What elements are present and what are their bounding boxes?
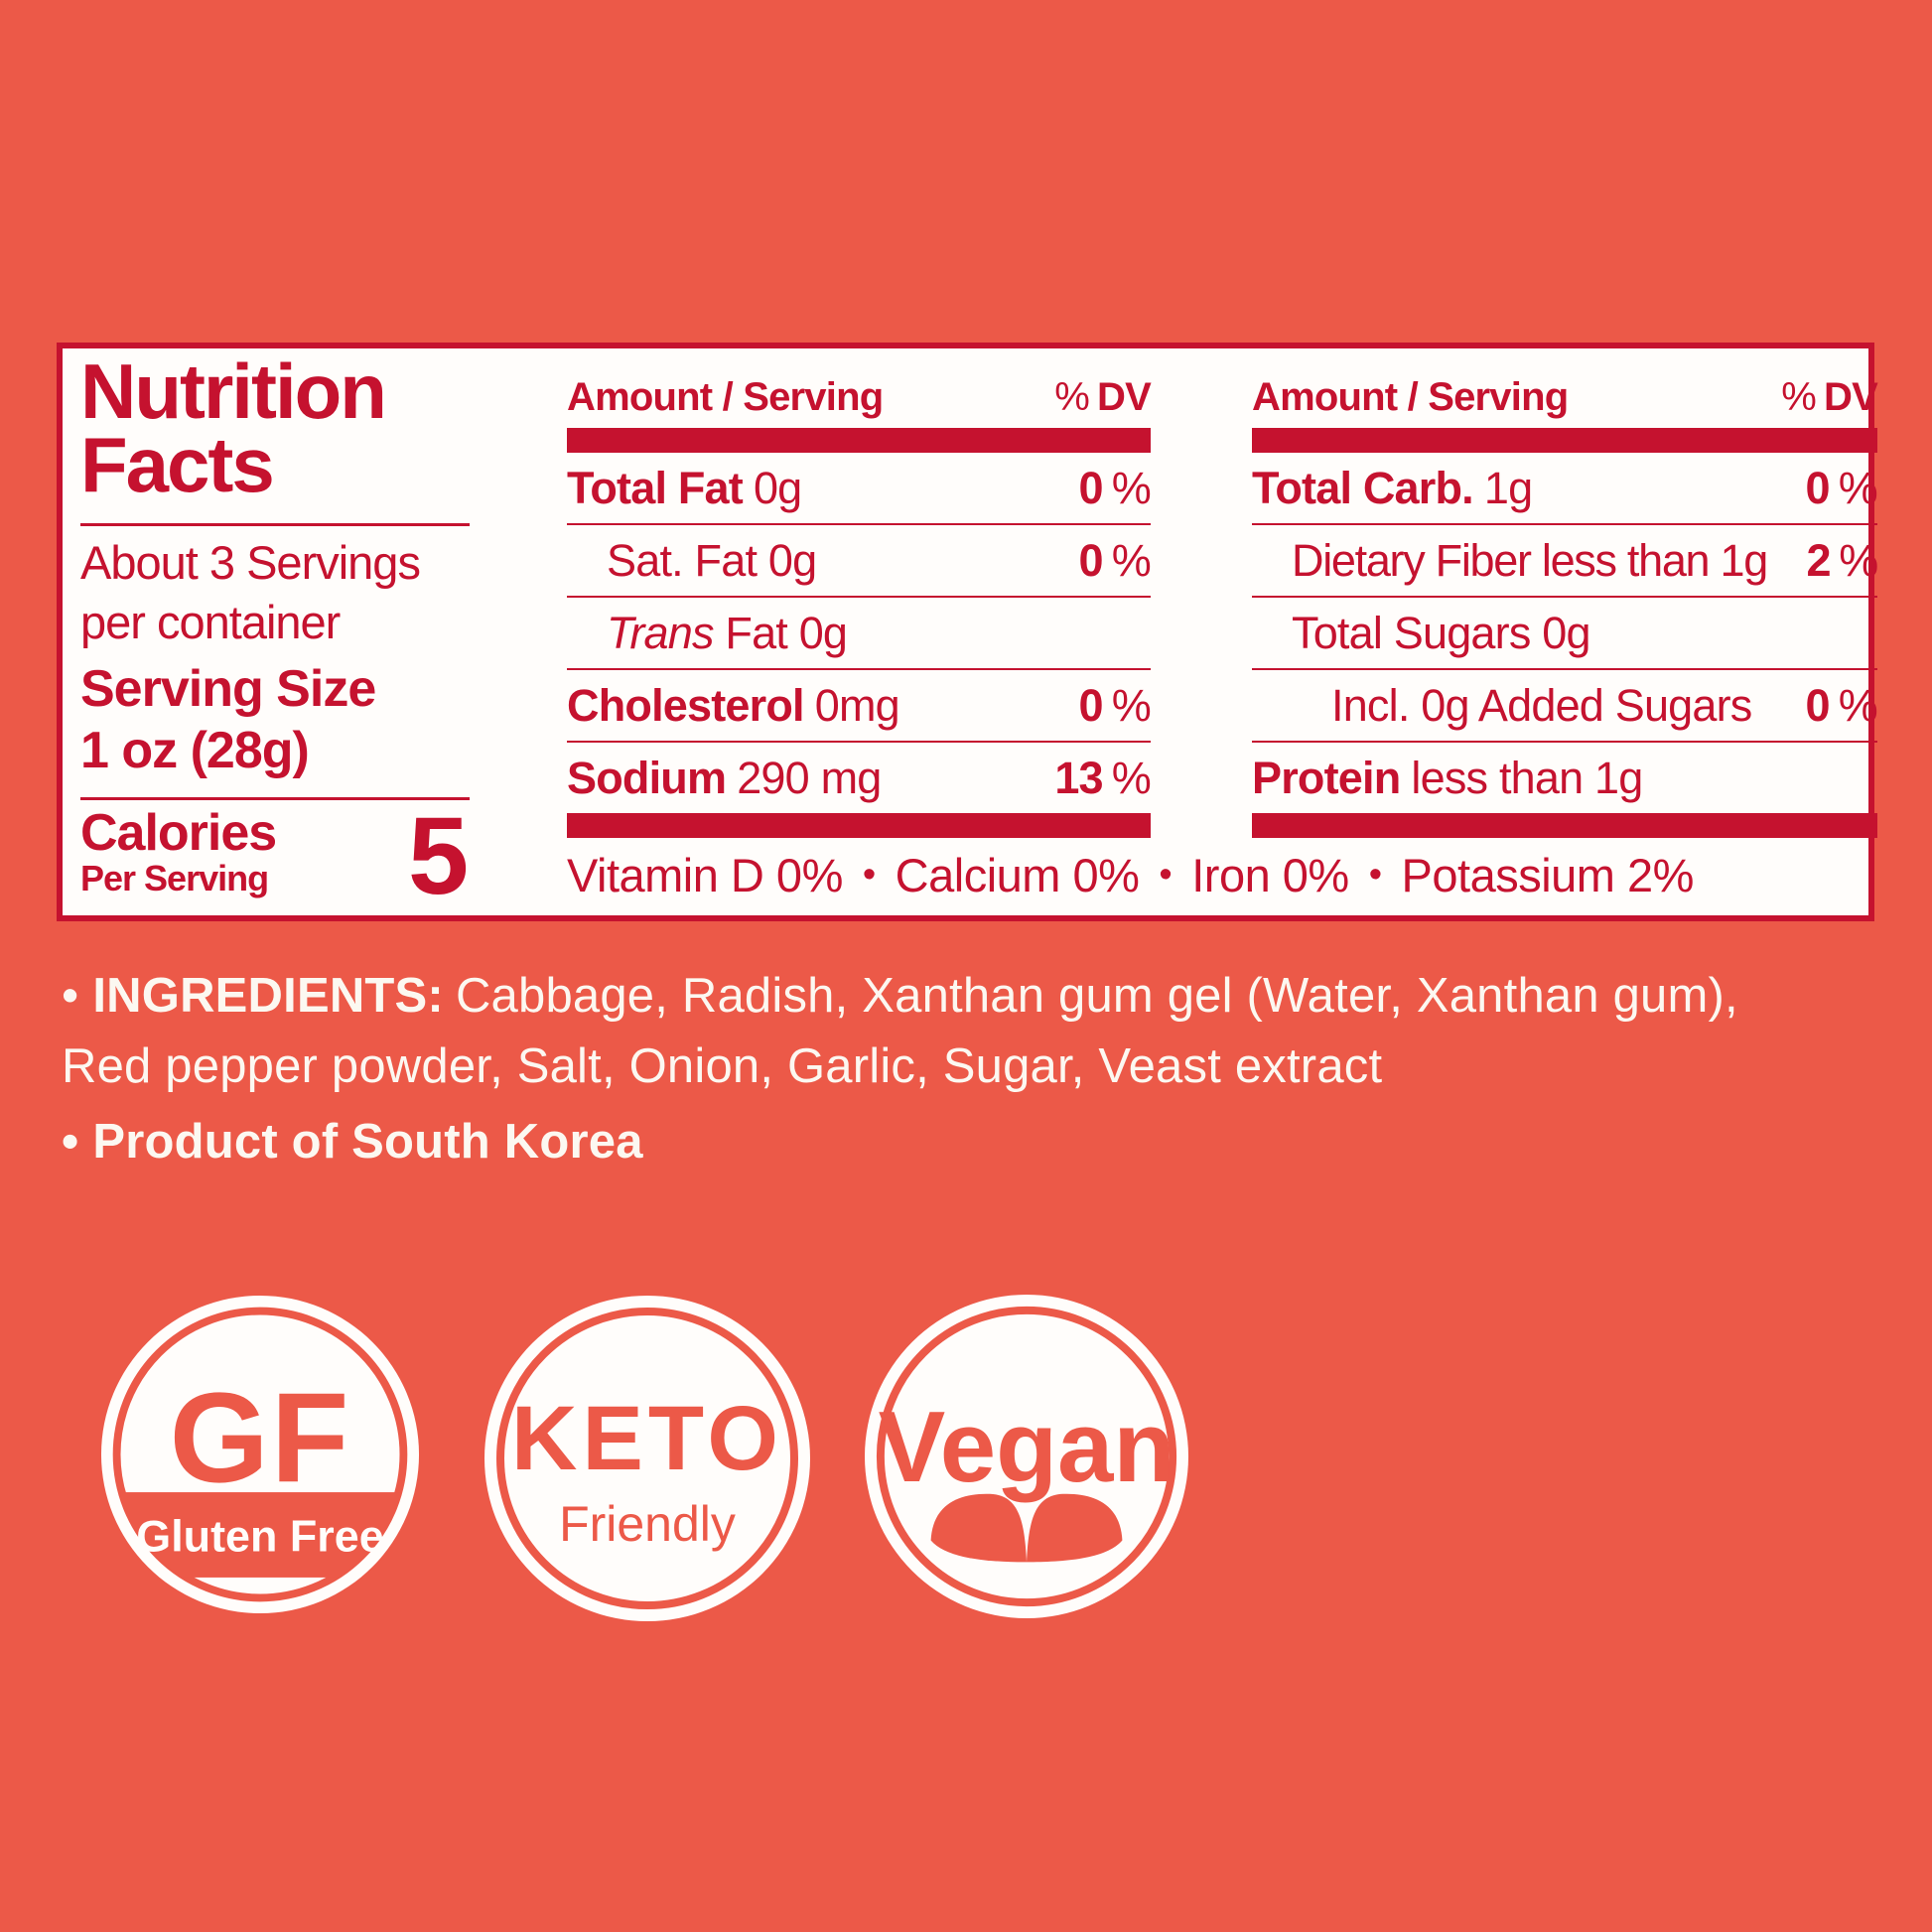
row-trans-fat: Trans Fat 0g — [567, 596, 1151, 668]
ingredients-label: INGREDIENTS: — [92, 969, 444, 1023]
bullet-separator: • — [1368, 854, 1382, 896]
panel-middle-column: Amount / Serving % DV Total Fat 0g 0% Sat.… — [567, 375, 1152, 838]
iron-value: Iron 0% — [1191, 849, 1349, 901]
daily-value: 0% — [1805, 462, 1878, 513]
nutrient-label: Trans Fat 0g — [607, 607, 848, 658]
row-added-sugars: Incl. 0g Added Sugars 0% — [1252, 668, 1878, 741]
micronutrients-line: Vitamin D 0% • Calcium 0% • Iron 0% • Po… — [567, 848, 1863, 902]
serving-size-label: Serving Size — [80, 660, 376, 718]
divider — [80, 523, 470, 526]
nutrient-label: Total Fat 0g — [567, 462, 802, 513]
vegan-badge: Vegan — [864, 1293, 1189, 1620]
nutrient-label: Total Carb. 1g — [1252, 462, 1533, 513]
thick-rule — [1252, 428, 1877, 453]
keto-friendly-text: Friendly — [559, 1496, 736, 1552]
thick-rule — [567, 813, 1151, 838]
nutrient-rows: Total Carb. 1g 0% Dietary Fiber less than… — [1252, 453, 1879, 813]
row-total-carb: Total Carb. 1g 0% — [1252, 453, 1878, 523]
ingredients-line: • INGREDIENTS: Cabbage, Radish, Xanthan gu… — [62, 961, 1799, 1101]
nutrient-rows: Total Fat 0g 0% Sat. Fat 0g 0% Trans Fat … — [567, 453, 1152, 813]
bullet-separator: • — [862, 854, 876, 896]
panel-right-column: Amount / Serving % DV Total Carb. 1g 0% Di… — [1252, 375, 1879, 838]
title-line-2: Facts — [80, 421, 275, 509]
column-header: Amount / Serving % DV — [1252, 375, 1878, 420]
potassium-value: Potassium 2% — [1401, 849, 1695, 901]
row-protein: Protein less than 1g — [1252, 741, 1877, 813]
daily-value: 0% — [1805, 679, 1878, 731]
row-total-sugars: Total Sugars 0g — [1252, 596, 1877, 668]
daily-value: 0% — [1078, 462, 1152, 513]
gluten-free-badge: GF Gluten Free — [100, 1292, 420, 1617]
calories-label: Calories — [80, 804, 277, 862]
panel-left-column: Nutrition Facts About 3 Servings per con… — [80, 347, 487, 917]
thick-rule — [1252, 813, 1877, 838]
title-line-1: Nutrition — [80, 347, 387, 435]
keto-text: KETO — [511, 1388, 783, 1489]
divider — [80, 797, 470, 800]
dv-header: % DV — [1781, 375, 1878, 419]
row-total-fat: Total Fat 0g 0% — [567, 453, 1152, 523]
servings-line-2: per container — [80, 596, 341, 649]
nutrient-label: Incl. 0g Added Sugars — [1331, 679, 1752, 731]
keto-friendly-badge: KETO Friendly — [483, 1291, 811, 1626]
ingredients-text: Cabbage, Radish, Xanthan gum gel (Water,… — [62, 969, 1738, 1093]
bullet: • — [62, 1115, 79, 1170]
gluten-free-text: Gluten Free — [136, 1511, 383, 1562]
daily-value: 0% — [1078, 679, 1152, 731]
bullet-separator: • — [1159, 854, 1173, 896]
amount-serving-header: Amount / Serving — [567, 375, 884, 419]
column-header: Amount / Serving % DV — [567, 375, 1152, 420]
vitamin-d-value: Vitamin D 0% — [567, 849, 843, 901]
serving-size-value: 1 oz (28g) — [80, 722, 310, 780]
vegan-badge-icon: Vegan — [864, 1294, 1189, 1619]
row-sat-fat: Sat. Fat 0g 0% — [567, 523, 1152, 596]
vegan-text: Vegan — [879, 1391, 1175, 1503]
calories-value: 5 — [408, 795, 470, 917]
keto-friendly-badge-icon: KETO Friendly — [484, 1296, 810, 1621]
dv-header: % DV — [1054, 375, 1152, 419]
nutrient-label: Dietary Fiber less than 1g — [1292, 534, 1768, 586]
origin-line: • Product of South Korea — [62, 1107, 1799, 1177]
calories-block: Calories Per Serving — [80, 804, 277, 898]
origin-text: Product of South Korea — [92, 1115, 643, 1170]
gf-abbr-text: GF — [170, 1366, 351, 1509]
daily-value: 13% — [1054, 752, 1151, 803]
daily-value: 2% — [1806, 534, 1879, 586]
calcium-value: Calcium 0% — [895, 849, 1140, 901]
calories-sub-label: Per Serving — [80, 858, 269, 898]
nutrient-label: Total Sugars 0g — [1292, 607, 1591, 658]
servings-line-1: About 3 Servings — [80, 536, 421, 589]
ingredients-section: • INGREDIENTS: Cabbage, Radish, Xanthan gu… — [62, 961, 1799, 1177]
nutrient-label: Protein less than 1g — [1252, 752, 1643, 803]
amount-serving-header: Amount / Serving — [1252, 375, 1569, 419]
vegan-leaves-icon — [930, 1493, 1123, 1563]
serving-size: Serving Size 1 oz (28g) — [80, 658, 376, 782]
row-dietary-fiber: Dietary Fiber less than 1g 2% — [1252, 523, 1879, 596]
gluten-free-badge-icon: GF Gluten Free — [100, 1295, 420, 1614]
nutrient-label: Sodium 290 mg — [567, 752, 882, 803]
nutrient-label: Cholesterol 0mg — [567, 679, 900, 731]
servings-per-container: About 3 Servings per container — [80, 533, 421, 652]
row-cholesterol: Cholesterol 0mg 0% — [567, 668, 1152, 741]
nutrient-label: Sat. Fat 0g — [607, 534, 817, 586]
nutrition-facts-panel: Nutrition Facts About 3 Servings per con… — [57, 343, 1879, 921]
thick-rule — [567, 428, 1151, 453]
nutrition-facts-title: Nutrition Facts — [80, 347, 387, 509]
row-sodium: Sodium 290 mg 13% — [567, 741, 1152, 813]
daily-value: 0% — [1078, 534, 1152, 586]
bullet: • — [62, 969, 79, 1023]
